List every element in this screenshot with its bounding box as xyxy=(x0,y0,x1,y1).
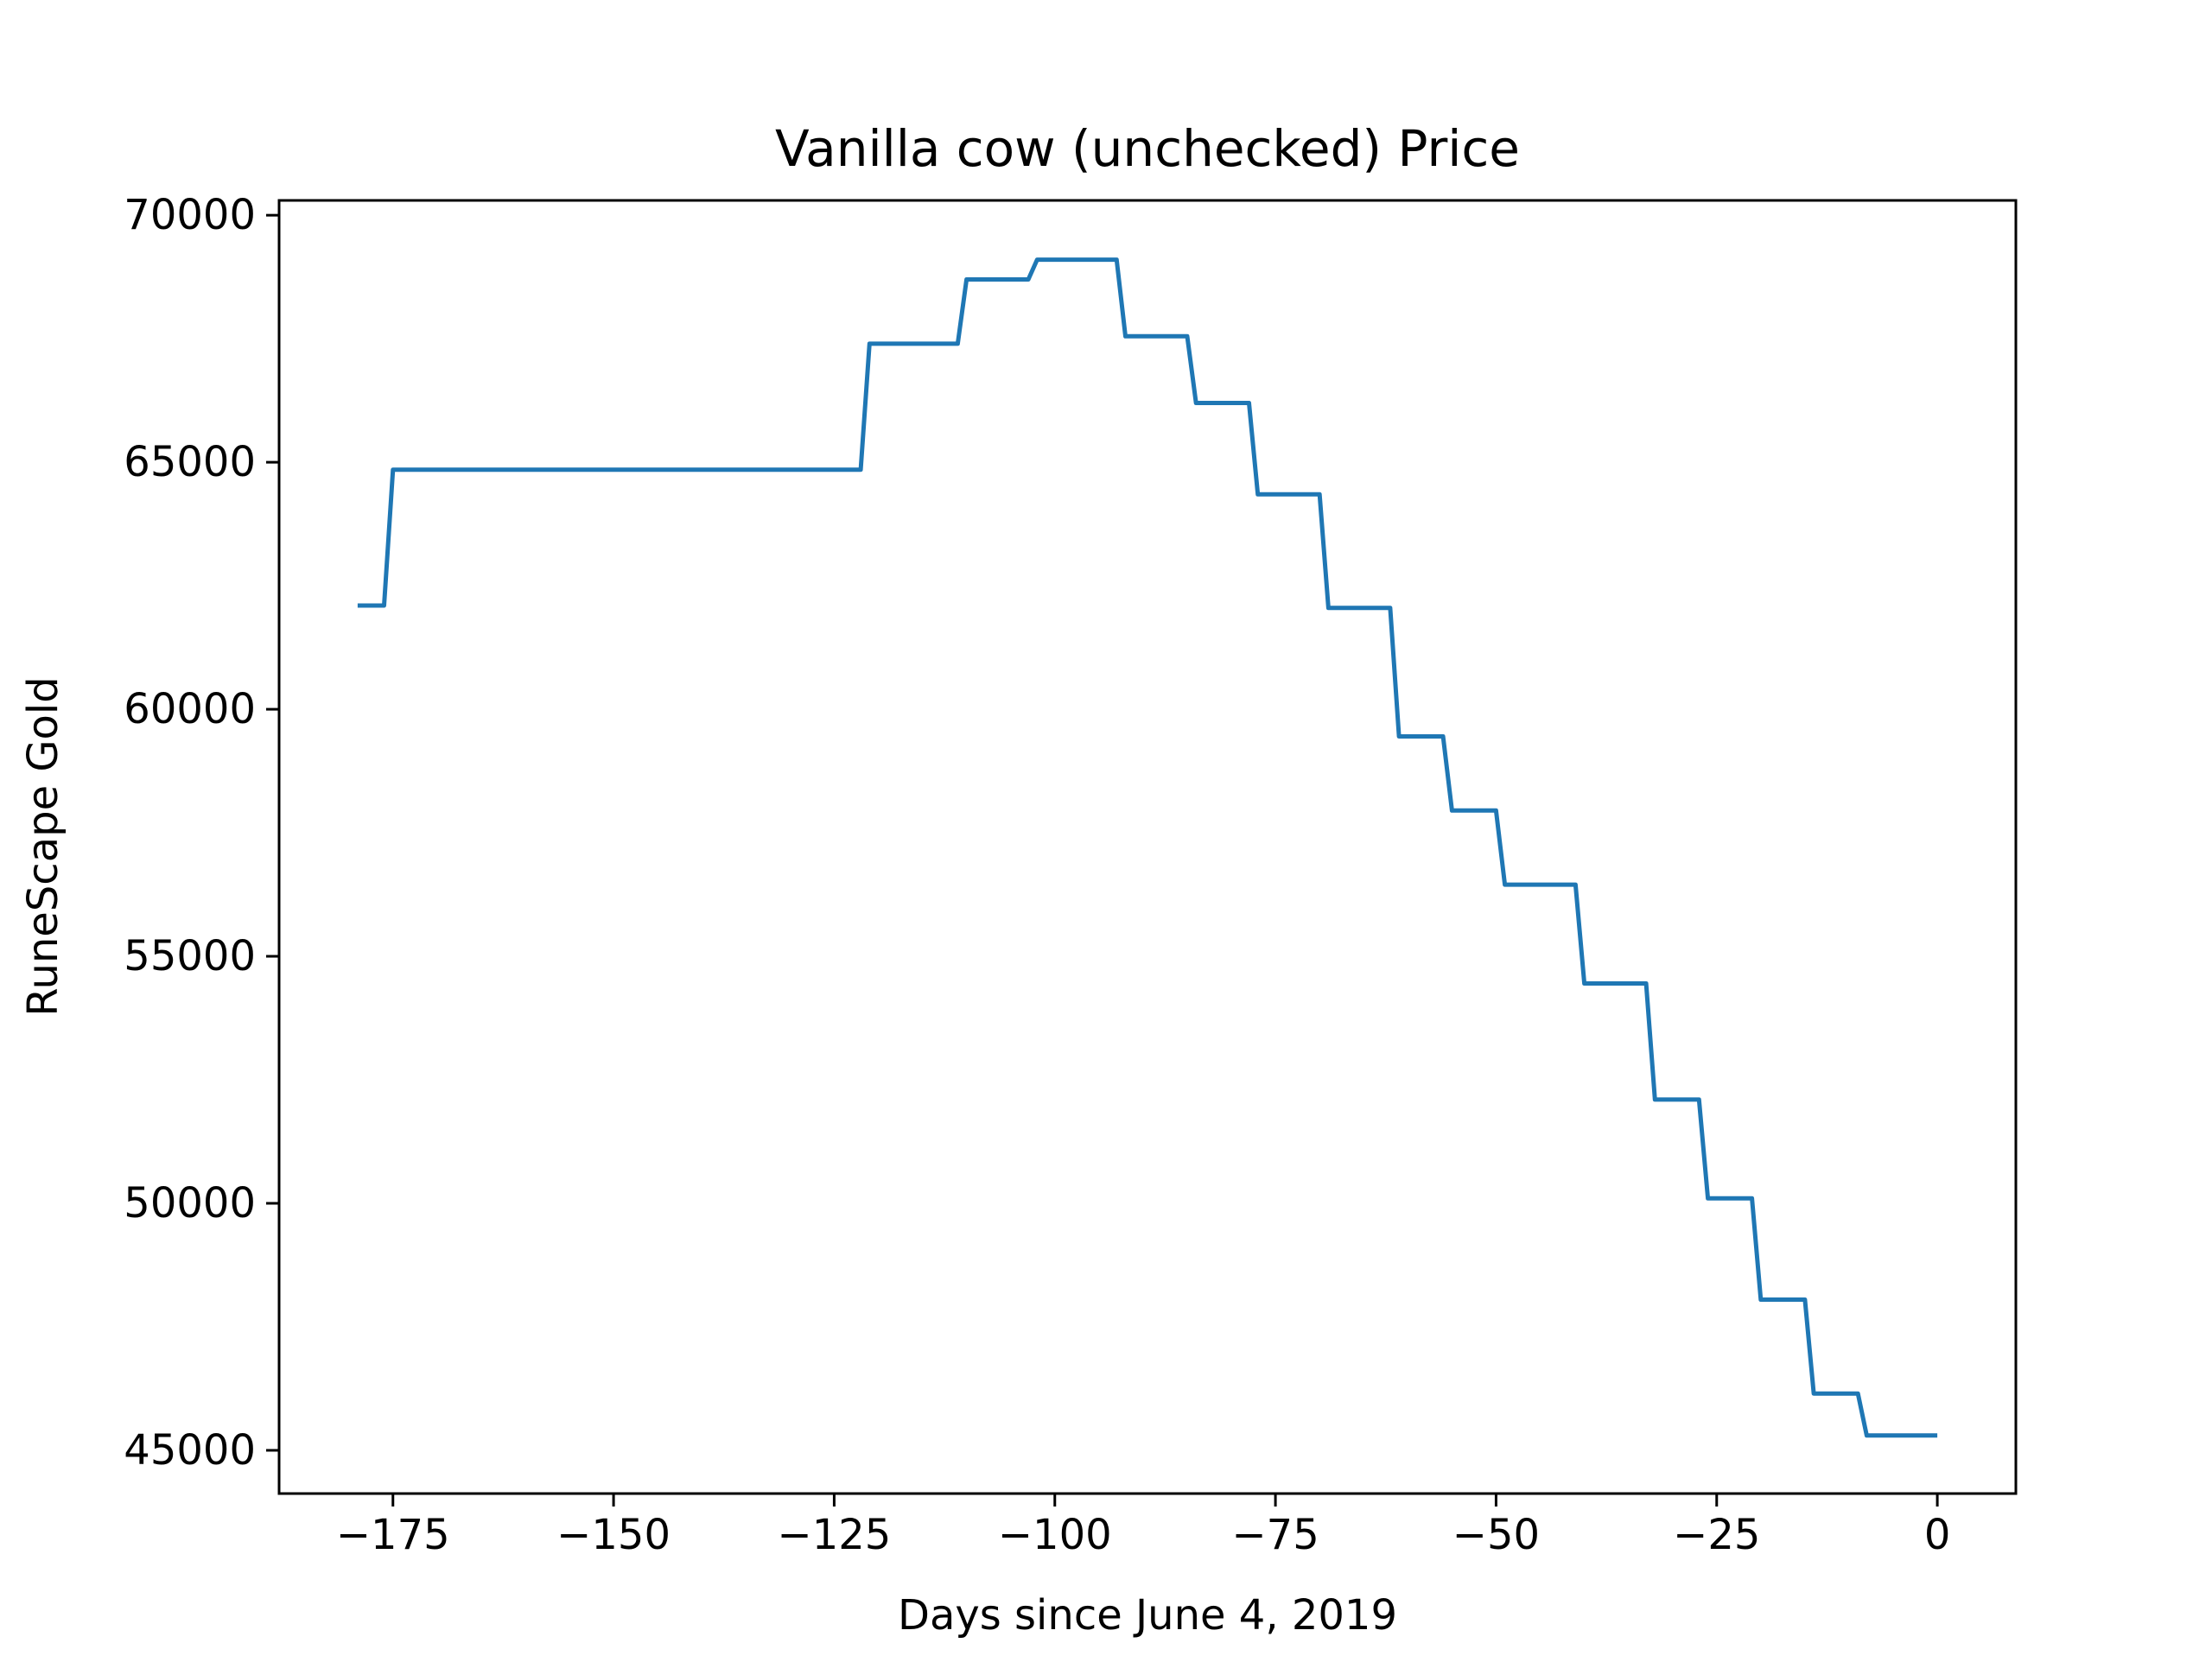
y-tick-label: 70000 xyxy=(124,191,256,239)
x-tick-label: −150 xyxy=(556,1511,671,1559)
x-tick-label: −175 xyxy=(336,1511,450,1559)
y-tick-label: 65000 xyxy=(124,438,256,486)
x-tick-label: 0 xyxy=(1924,1511,1951,1559)
y-tick-label: 60000 xyxy=(124,685,256,733)
x-tick-label: −100 xyxy=(998,1511,1112,1559)
y-axis: 45000 50000 55000 60000 65000 70000 xyxy=(124,191,279,1475)
x-tick-label: −50 xyxy=(1452,1511,1540,1559)
plot-frame xyxy=(277,199,2018,1495)
y-tick-label: 50000 xyxy=(124,1179,256,1227)
series-layer xyxy=(357,257,1938,1438)
series-line xyxy=(357,257,1938,1438)
x-axis: −175 −150 −125 −100 −75 −50 −25 0 xyxy=(336,1494,1951,1559)
x-tick-label: −25 xyxy=(1673,1511,1760,1559)
y-tick-label: 45000 xyxy=(124,1426,256,1475)
chart-title: Vanilla cow (unchecked) Price xyxy=(775,119,1520,178)
x-axis-label: Days since June 4, 2019 xyxy=(898,1591,1397,1640)
y-axis-label: RuneScape Gold xyxy=(19,676,67,1016)
x-tick-label: −75 xyxy=(1231,1511,1319,1559)
y-tick-label: 55000 xyxy=(124,932,256,980)
x-tick-label: −125 xyxy=(778,1511,892,1559)
